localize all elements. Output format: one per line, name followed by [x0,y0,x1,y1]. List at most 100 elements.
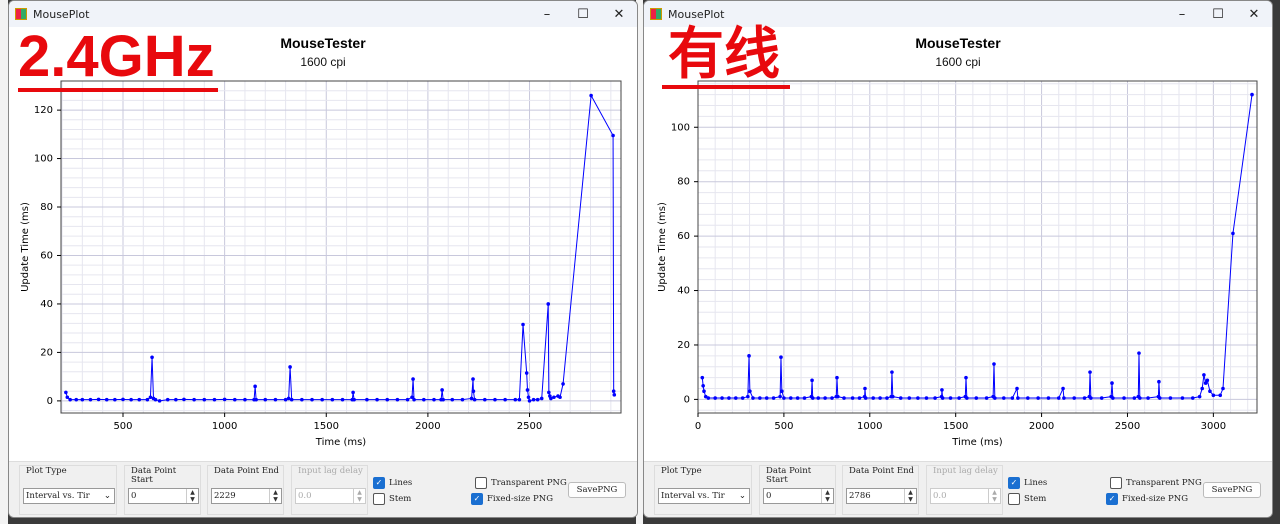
y-tick-label: 120 [34,105,53,116]
end-value: 2229 [214,491,236,501]
transparent-png-checkbox[interactable]: Transparent PNG [475,477,567,489]
end-label: Data Point End [212,467,282,476]
plot-area: 500 1000 1500 2000 2500 0 20 40 60 80 100 120 Time (… [20,80,622,448]
plot-type-select[interactable]: Interval vs. Tir ⌄ [23,488,115,504]
start-value: 0 [766,491,772,501]
data-point [521,322,525,327]
data-point [145,397,150,402]
stem-label: Stem [389,494,412,504]
data-point [779,355,783,360]
data-point [121,397,125,402]
data-point [330,397,335,402]
data-point [1062,396,1066,400]
fixed-size-png-label: Fixed-size PNG [487,494,553,504]
spinner-arrows-icon[interactable]: ▲ ▼ [821,489,833,503]
maximize-button[interactable]: ☐ [577,6,589,22]
data-point [1132,396,1137,400]
data-point [64,390,68,395]
end-group: Data Point End 2229 ▲ ▼ [207,465,284,515]
checkbox-icon [1110,477,1122,489]
data-point [165,397,170,402]
stem-checkbox[interactable]: Stem [1008,493,1046,505]
transparent-png-label: Transparent PNG [1126,478,1202,488]
data-point [300,397,304,402]
close-button[interactable]: ✕ [613,6,625,22]
controls-panel: Plot Type Interval vs. Tir ⌄ Data Point S… [644,461,1272,517]
x-tick-label: 1500 [314,421,339,432]
data-point [450,397,455,402]
save-png-button[interactable]: SavePNG [568,482,626,498]
stem-label: Stem [1024,494,1047,504]
spinner-arrows-icon[interactable]: ▲ ▼ [269,489,281,503]
data-point [137,397,142,402]
data-point [1190,396,1195,400]
transparent-png-checkbox[interactable]: Transparent PNG [1110,477,1202,489]
data-point [440,388,444,392]
start-input[interactable]: 0 ▲ ▼ [763,488,834,504]
maximize-button[interactable]: ☐ [1212,6,1224,22]
data-point [483,397,487,402]
chevron-down-icon: ⌄ [738,491,746,501]
spinner-arrows-icon[interactable]: ▲ ▼ [904,489,916,503]
stem-checkbox[interactable]: Stem [373,493,411,505]
plot-title: MouseTester [280,35,366,51]
lag-input: 0.0 ▲ ▼ [930,488,1001,504]
start-input[interactable]: 0 ▲ ▼ [128,488,199,504]
plot-area: 0 500 1000 1500 2000 2500 3000 0 20 40 60 80 100 Time… [657,80,1258,448]
plot-type-select[interactable]: Interval vs. Tir ⌄ [658,488,750,504]
checkbox-icon: ✓ [1008,477,1020,489]
data-point [320,397,324,402]
data-point [1026,396,1030,400]
chevron-down-icon: ⌄ [103,491,111,501]
end-input[interactable]: 2229 ▲ ▼ [211,488,282,504]
data-point [700,375,705,380]
end-group: Data Point End 2786 ▲ ▼ [842,465,919,515]
fixed-size-png-checkbox[interactable]: ✓ Fixed-size PNG [471,493,553,505]
minimize-button[interactable]: – [543,6,551,22]
end-input[interactable]: 2786 ▲ ▼ [846,488,917,504]
data-point [460,397,465,402]
data-point [885,396,889,400]
data-point [182,397,186,402]
y-tick-label: 60 [40,250,53,261]
start-group: Data Point Start 0 ▲ ▼ [124,465,201,515]
lag-value: 0.0 [933,491,947,501]
data-point [524,371,529,375]
y-tick-label: 60 [677,231,690,242]
data-point [552,395,556,400]
data-point [410,395,414,400]
spinner-arrows-icon: ▲ ▼ [988,489,1000,503]
data-point [547,390,551,395]
minimize-button[interactable]: – [1178,6,1186,22]
data-point [1157,396,1162,400]
save-png-button[interactable]: SavePNG [1203,482,1261,498]
series-line [701,94,1253,399]
data-point [916,396,920,400]
lines-checkbox[interactable]: ✓ Lines [373,477,412,489]
close-button[interactable]: ✕ [1248,6,1260,22]
y-tick-label: 80 [40,202,53,213]
data-point [212,397,217,402]
data-point [1218,393,1223,398]
overlay-underline [662,85,790,89]
data-point [871,396,876,400]
data-point [948,396,953,400]
data-point [611,389,616,393]
background-strip [0,0,8,524]
mouseplot-window-wireless: MousePlot – ☐ ✕ MouseTester 1600 cpi 500… [8,0,638,518]
data-point [713,396,717,400]
spinner-arrows-icon[interactable]: ▲ ▼ [186,489,198,503]
data-point [432,397,436,402]
lines-checkbox[interactable]: ✓ Lines [1008,477,1047,489]
data-point [1200,386,1204,391]
plot-frame [697,80,1258,414]
data-point [1168,396,1173,400]
data-point [385,397,390,402]
data-point [835,375,839,380]
app-icon [650,8,662,20]
data-point [1180,396,1185,400]
fixed-size-png-checkbox[interactable]: ✓ Fixed-size PNG [1106,493,1188,505]
x-axis-label: Time (ms) [315,437,367,448]
data-point [1122,396,1126,400]
lag-label: Input lag delay [931,467,1001,476]
